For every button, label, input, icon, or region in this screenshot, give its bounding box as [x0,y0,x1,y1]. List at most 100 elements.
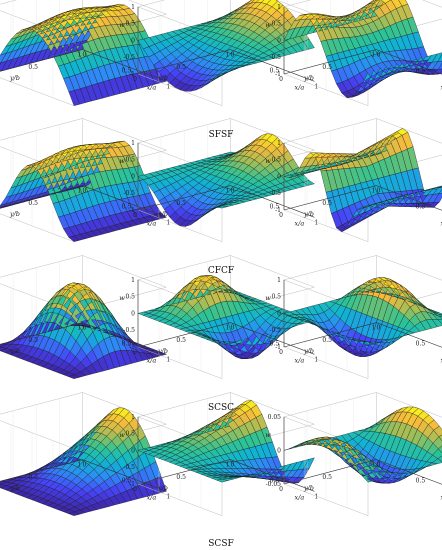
z-tick-label: -1 [129,344,135,351]
y-tick-label: 0.5 [322,200,332,207]
y-tick-label: 0.5 [176,337,186,344]
z-tick-label: -0.5 [123,190,135,197]
z-tick-label: 0.5 [125,294,135,301]
box-edge [283,346,369,379]
z-axis-label: w [265,21,271,29]
x-axis-line [376,459,442,485]
z-tick-label: 0.5 [271,294,281,301]
x-axis-label: x/a [441,356,442,364]
box-edge [0,118,83,141]
z-tick-label: 0.5 [125,21,135,28]
box-edge [137,0,166,8]
y-axis-label: y/b [303,347,314,355]
box-edge [137,346,223,379]
x-tick-label: 0 [230,462,234,469]
z-tick-label: 0.5 [271,21,281,28]
y-axis-line [283,322,377,348]
z-tick-label: 0 [131,310,135,317]
y-tick-label: 0 [279,486,283,493]
x-tick-label: 0.5 [416,340,426,347]
z-tick-label: -1 [129,207,135,214]
y-tick-label: 0.5 [322,337,332,344]
row-label-cfcf: CFCF [208,266,234,276]
x-tick-label: 1 [314,83,318,90]
row-label-scsc: SCSC [208,403,234,413]
box-edge [376,118,442,144]
box-edge [128,0,167,15]
y-tick-label: 1 [77,325,81,332]
x-axis-label: x/a [147,493,157,501]
surface-patch [437,53,442,62]
surface-patch [438,70,442,75]
x-tick-label: 0 [376,462,380,469]
surface-patch [437,455,442,462]
x-tick-label: 0.5 [122,203,132,210]
y-axis-label: y/b [157,347,168,355]
x-axis-line [82,459,167,492]
x-axis-label: x/a [147,356,157,364]
x-tick-label: 0 [82,188,86,195]
z-axis-label: w [119,21,125,29]
surface-patch [438,63,442,70]
z-axis-label: w [119,431,125,439]
y-tick-label: 1 [225,52,229,59]
x-axis-label: x/a [147,219,157,227]
y-axis-line [0,322,83,345]
x-tick-label: 1 [166,219,170,226]
box-edge [82,255,167,288]
box-edge [376,255,442,281]
surface-patch [375,0,378,1]
z-tick-label: 0 [131,37,135,44]
x-tick-label: 1 [314,219,318,226]
x-tick-label: 0 [230,188,234,195]
y-tick-label: 1 [77,462,81,469]
y-axis-label: y/b [157,210,168,218]
y-tick-label: 0 [279,212,283,219]
surface-patch [438,434,442,442]
z-tick-label: 1 [131,140,135,147]
y-tick-label: 0 [133,486,137,493]
x-tick-label: 0 [230,52,234,59]
box-edge [230,392,315,425]
surface-plots-group: 00.5100.5101x/ay/bw00.5100.51-1-0.500.51… [0,0,442,516]
x-tick-label: 0 [82,462,86,469]
x-axis-label: x/a [295,493,305,501]
z-tick-label: 0.5 [125,157,135,164]
x-tick-label: 0 [82,325,86,332]
y-tick-label: 1 [225,188,229,195]
x-tick-label: 0.5 [270,203,280,210]
z-tick-label: -0.5 [269,327,281,334]
x-axis-line [230,185,315,218]
x-axis-line [230,322,315,355]
x-tick-label: 1 [166,83,170,90]
y-tick-label: 0 [133,212,137,219]
surface-patch [438,445,442,454]
box-edge [283,483,369,516]
y-tick-label: 0 [279,76,283,83]
z-tick-label: -0.05 [266,481,282,488]
z-tick-label: 0.05 [268,414,282,421]
y-tick-label: 0 [279,349,283,356]
x-tick-label: 0.5 [270,67,280,74]
z-tick-label: 0.5 [271,157,281,164]
y-tick-label: 0.5 [28,200,38,207]
box-edge [0,392,83,415]
surface-patch [438,189,442,194]
y-tick-label: 0.5 [28,474,38,481]
z-tick-label: 0 [277,173,281,180]
z-tick-label: -1 [129,481,135,488]
y-axis-label: y/b [303,74,314,82]
x-tick-label: 0 [82,52,86,59]
surface-patch [438,185,442,188]
z-tick-label: -0.5 [269,54,281,61]
x-tick-label: 0 [376,188,380,195]
